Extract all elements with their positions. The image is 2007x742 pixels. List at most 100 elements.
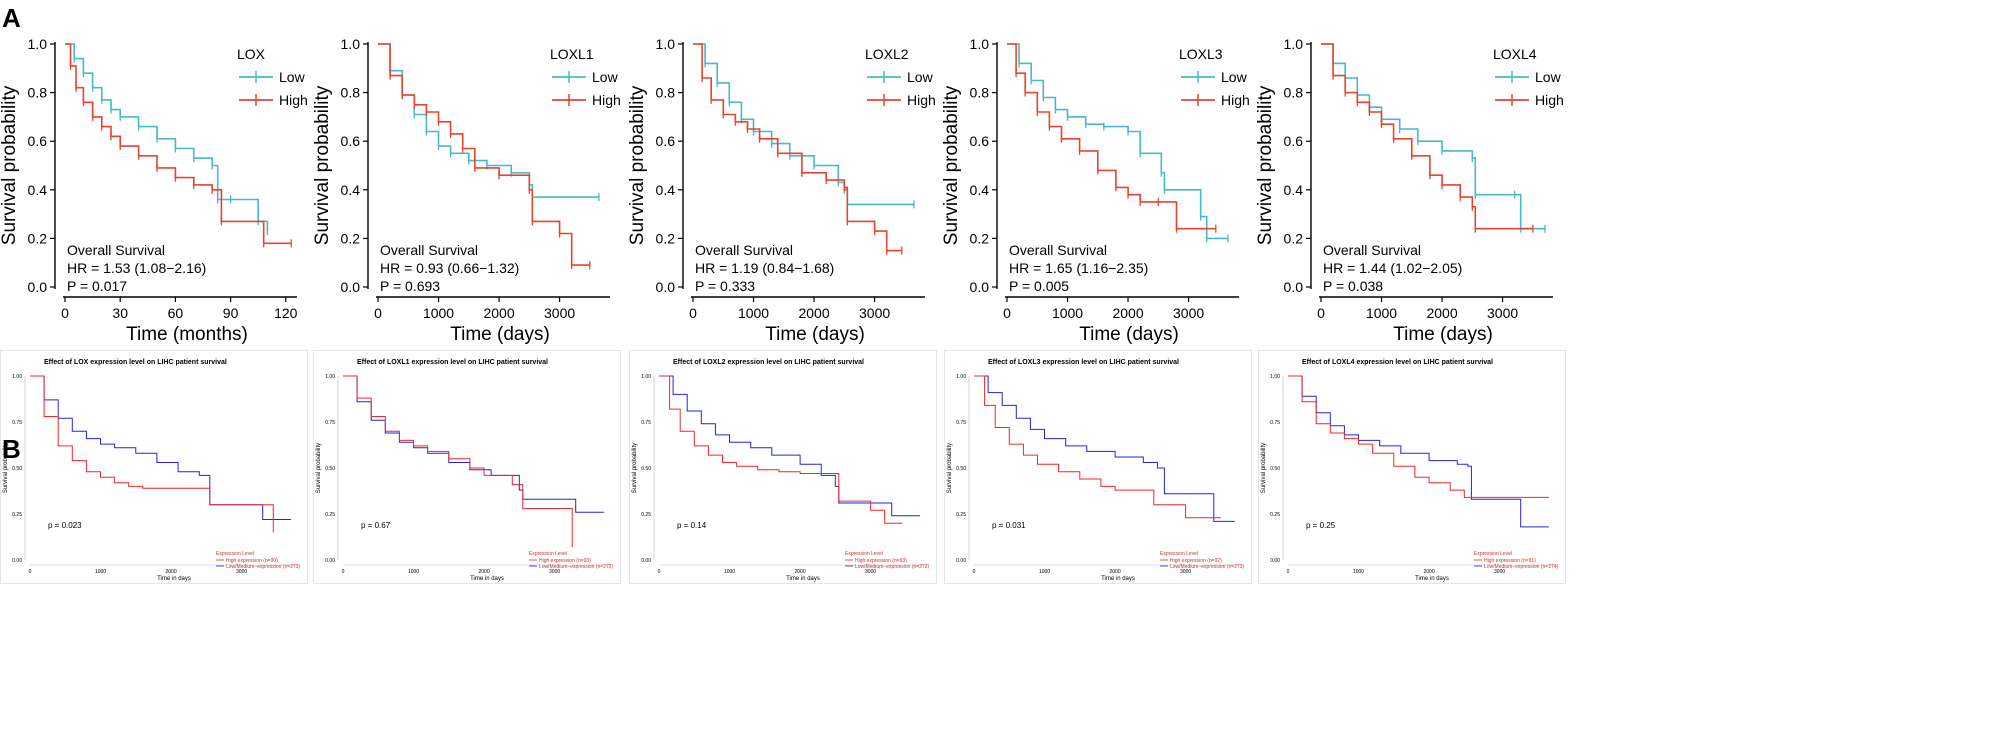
y-tick-label: 0.2 [970,230,990,246]
chart-title: Effect of LOXL3 expression level on LIHC… [988,359,1179,366]
y-axis-title: Survival probability [632,443,638,493]
x-tick-label: 3000 [859,305,890,321]
legend-title: LOXL1 [550,46,594,62]
y-tick-label: 0.6 [28,133,48,149]
p-value: P = 0.693 [380,278,440,294]
x-tick-label: 1000 [408,569,419,575]
y-tick-label: 1.0 [970,36,990,52]
legend-low: Low/Medium−expression (n=274) [1484,564,1559,570]
x-tick-label: 0 [29,569,32,575]
y-tick-label: 0.25 [641,512,651,518]
km-line-low [1288,375,1549,528]
x-tick-label: 0 [342,569,345,575]
legend-title: LOXL3 [1179,46,1223,62]
y-tick-label: 0.2 [1284,230,1304,246]
x-tick-label: 1000 [1052,305,1083,321]
km-line-high [1321,43,1533,230]
legend-low: Low/Medium−expression (n=272) [539,564,614,570]
y-tick-label: 0.6 [970,133,990,149]
y-axis-title: Survival probability [312,85,333,245]
y-tick-label: 0.0 [656,279,676,295]
y-tick-label: 1.0 [28,36,48,52]
x-axis-title: Time (days) [1079,324,1179,345]
x-tick-label: 2000 [1426,305,1457,321]
y-tick-label: 0.00 [325,558,335,564]
x-tick-label: 1000 [1353,569,1364,575]
x-tick-label: 30 [112,305,128,321]
y-tick-label: 0.0 [1284,279,1304,295]
chart-a-lox: 0.0 0.2 0.4 0.6 0.8 1.0 0 30 60 90 120 Time (months… [0,36,308,345]
legend-high: High expression (n=93) [855,558,907,564]
x-tick-label: 3000 [549,569,560,575]
legend-title: Expression Level [216,551,254,557]
chart-a-loxl1: 0.0 0.2 0.4 0.6 0.8 1.0 0 1000 2000 3000 Time (day… [312,36,621,345]
y-tick-label: 0.0 [28,279,48,295]
y-tick-label: 0.00 [1270,558,1280,564]
x-tick-label: 0 [658,569,661,575]
x-tick-label: 3000 [1173,305,1204,321]
y-tick-label: 0.2 [28,230,48,246]
x-tick-label: 2000 [1109,569,1120,575]
y-tick-label: 1.00 [641,374,651,380]
x-axis-title: Time in days [1101,576,1135,582]
km-line-high [693,43,902,252]
p-value: P = 0.017 [67,278,127,294]
x-tick-label: 60 [168,305,184,321]
y-axis-title: Survival probability [3,443,9,493]
x-axis-title: Time in days [157,576,191,582]
legend-low: Low/Medium−expression (n=272) [855,564,930,570]
legend-high: High [1535,92,1564,108]
y-tick-label: 0.8 [341,85,361,101]
y-axis-title: Survival probability [316,443,322,493]
y-tick-label: 0.25 [1270,512,1280,518]
km-line-low [65,43,269,232]
x-axis-title: Time (days) [1393,324,1493,345]
y-tick-label: 0.8 [28,85,48,101]
y-tick-label: 0.2 [656,230,676,246]
x-tick-label: 3000 [544,305,575,321]
x-axis-title: Time (days) [765,324,865,345]
y-axis-title: Survival probability [941,85,962,245]
y-tick-label: 0.25 [12,512,22,518]
x-tick-label: 0 [1317,305,1325,321]
hazard-ratio: HR = 1.19 (0.84−1.68) [695,260,834,276]
plot-frame [1258,350,1566,584]
y-tick-label: 0.50 [1270,466,1280,472]
y-axis-title: Survival probability [947,443,953,493]
y-tick-label: 0.0 [341,279,361,295]
x-tick-label: 2000 [478,569,489,575]
hazard-ratio: HR = 0.93 (0.66−1.32) [380,260,519,276]
x-tick-label: 120 [274,305,298,321]
y-tick-label: 0.75 [325,420,335,426]
chart-b-loxl2: Effect of LOXL2 expression level on LIHC… [629,350,937,584]
y-tick-label: 0.00 [12,558,22,564]
y-tick-label: 0.50 [12,466,22,472]
legend-high: High expression (n=91) [1484,558,1536,564]
y-tick-label: 1.00 [956,374,966,380]
x-tick-label: 2000 [798,305,829,321]
chart-title: Effect of LOX expression level on LIHC p… [44,359,227,366]
y-tick-label: 0.6 [1284,133,1304,149]
y-tick-label: 0.75 [1270,420,1280,426]
y-tick-label: 1.0 [656,36,676,52]
x-tick-label: 0 [973,569,976,575]
hazard-ratio: HR = 1.44 (1.02−2.05) [1323,260,1462,276]
legend-high: High expression (n=93) [539,558,591,564]
legend-high: High expression (n=92) [1170,558,1222,564]
x-tick-label: 2000 [1423,569,1434,575]
chart-b-loxl1: Effect of LOXL1 expression level on LIHC… [313,350,621,584]
y-tick-label: 0.50 [641,466,651,472]
p-value: P = 0.005 [1009,278,1069,294]
x-tick-label: 2000 [1112,305,1143,321]
x-tick-label: 1000 [423,305,454,321]
chart-title: Effect of LOXL2 expression level on LIHC… [673,359,864,366]
km-line-high [343,375,573,548]
km-line-high [1288,375,1549,498]
legend-high: High expression (n=90) [226,558,278,564]
y-tick-label: 0.4 [28,182,48,198]
y-tick-label: 0.25 [956,512,966,518]
legend-high: High [279,92,308,108]
annotation-label: Overall Survival [695,242,793,258]
